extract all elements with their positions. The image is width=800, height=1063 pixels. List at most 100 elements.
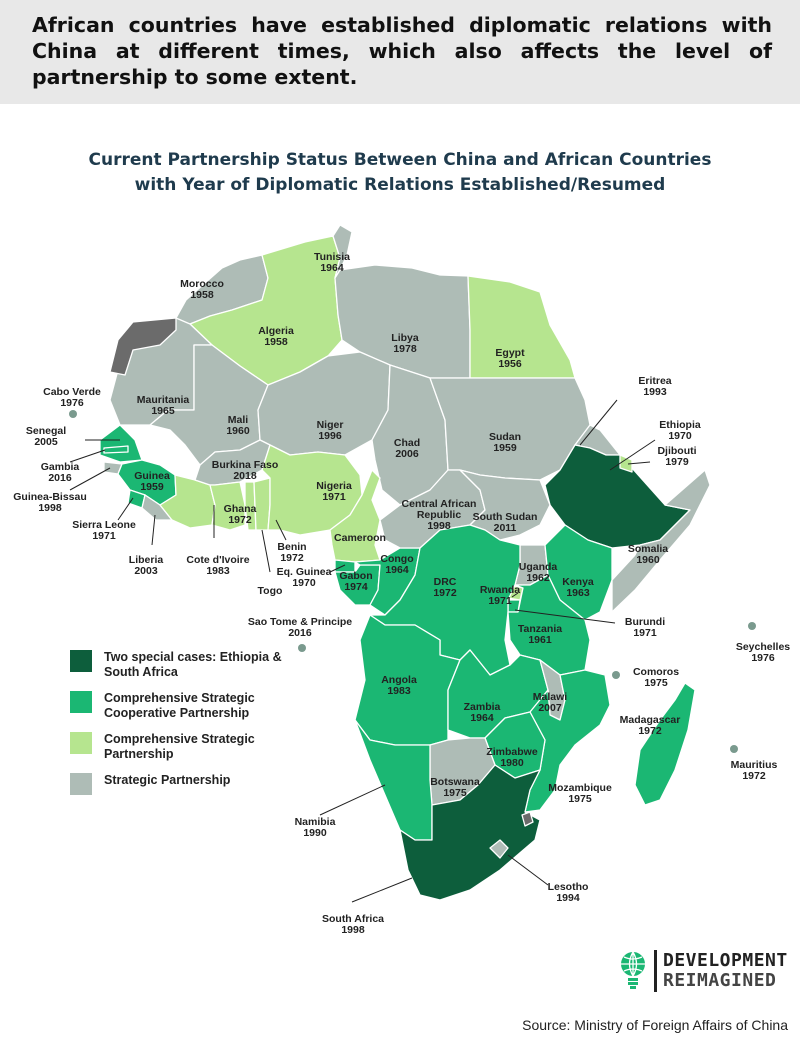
label-name: Congo — [380, 553, 413, 565]
label-name: Angola — [381, 674, 417, 686]
label-year: 1964 — [320, 262, 344, 274]
label-name: Ethiopia — [659, 419, 701, 431]
leader-line — [69, 449, 106, 463]
label-year: 1978 — [393, 343, 417, 355]
leader-line — [329, 564, 346, 573]
label-year: 1975 — [443, 787, 467, 799]
label-burkina-faso: Burkina Faso 2018 — [212, 459, 279, 482]
label-year: 1972 — [280, 552, 304, 564]
label-name-line: Central African — [402, 498, 477, 510]
map-title: Current Partnership Status Between China… — [0, 148, 800, 198]
label-year: 1971 — [322, 491, 346, 503]
label-south-sudan: South Sudan 2011 — [473, 511, 538, 534]
label-year: 1958 — [264, 336, 288, 348]
label-senegal: Senegal 2005 — [26, 425, 66, 448]
label-name: Zimbabwe — [486, 746, 538, 758]
label-year: 1958 — [190, 289, 214, 301]
label-angola: Angola 1983 — [381, 674, 417, 697]
globe-bulb-icon — [621, 951, 645, 989]
label-year: 1976 — [751, 652, 775, 664]
label-seychelles: Seychelles 1976 — [736, 641, 790, 664]
label-name: Senegal — [26, 425, 66, 437]
label-uganda: Uganda 1962 — [519, 561, 558, 584]
label-name: South Africa — [322, 913, 384, 925]
legend-item-comprehensive-strategic: Comprehensive Strategic Partnership — [70, 732, 294, 762]
label-tanzania: Tanzania 1961 — [518, 623, 562, 646]
label-madagascar: Madagascar 1972 — [620, 714, 681, 737]
source-note: Source: Ministry of Foreign Affairs of C… — [522, 1017, 788, 1033]
label-djibouti: Djibouti 1979 — [657, 445, 696, 468]
label-lesotho: Lesotho 1994 — [548, 881, 589, 904]
leader-line — [351, 877, 413, 903]
label-mozambique: Mozambique 1975 — [548, 782, 612, 805]
country-south-africa — [399, 764, 541, 901]
label-year: 1965 — [151, 405, 175, 417]
label-year: 1975 — [644, 677, 668, 689]
leader-line — [514, 609, 616, 624]
label-name: Nigeria — [316, 480, 352, 492]
country-lesotho — [489, 839, 509, 859]
label-name: Botswana — [430, 776, 480, 788]
label-central-african-republic: Central African Republic 1998 — [402, 498, 477, 532]
country-madagascar — [634, 682, 696, 806]
label-year: 1994 — [556, 892, 580, 904]
label-year: 2003 — [134, 565, 158, 577]
label-liberia: Liberia 2003 — [129, 554, 164, 577]
label-mauritius: Mauritius 1972 — [731, 759, 778, 782]
country-western-sahara — [109, 317, 177, 376]
leader-line — [275, 519, 287, 541]
legend-item-comprehensive-strategic-cooperative: Comprehensive Strategic Cooperative Part… — [70, 691, 294, 721]
label-year: 1975 — [568, 793, 592, 805]
country-sao-tome-principe-marker — [298, 644, 306, 652]
label-name: Malawi — [533, 691, 568, 703]
label-name: Benin — [277, 541, 306, 553]
label-name: Eq. Guinea — [277, 566, 332, 578]
leader-line — [507, 854, 549, 886]
label-name: Seychelles — [736, 641, 790, 653]
label-nigeria: Nigeria 1971 — [316, 480, 352, 503]
label-niger: Niger 1996 — [317, 419, 344, 442]
label-year: 1964 — [385, 564, 409, 576]
label-togo: Togo — [258, 585, 283, 597]
label-sao-tome-principe: Sao Tome & Principe 2016 — [248, 616, 352, 639]
label-drc: DRC 1972 — [433, 576, 457, 599]
label-name: Namibia — [295, 816, 336, 828]
label-name: Rwanda — [480, 584, 520, 596]
country-gambia — [103, 445, 129, 454]
label-name: Uganda — [519, 561, 558, 573]
label-year: 1961 — [528, 634, 552, 646]
label-name: Somalia — [628, 543, 668, 555]
logo-divider — [654, 950, 657, 992]
map-title-line-1: Current Partnership Status Between China… — [88, 150, 712, 170]
label-year: 1960 — [636, 554, 660, 566]
country-shapes — [69, 224, 756, 901]
country-cabo-verde-marker — [69, 410, 77, 418]
label-year: 1979 — [665, 456, 689, 468]
label-cote-d-ivoire: Cote d'Ivoire 1983 — [186, 554, 249, 577]
label-congo: Congo 1964 — [380, 553, 413, 576]
label-name: Zambia — [464, 701, 501, 713]
legend-swatch-strategic — [70, 773, 92, 795]
country-south-sudan — [459, 469, 551, 541]
header-banner: African countries have established diplo… — [0, 0, 800, 104]
logo-line-1: DEVELOPMENT — [663, 950, 788, 971]
label-year: 1959 — [140, 481, 164, 493]
label-kenya: Kenya 1963 — [562, 576, 594, 599]
label-mali: Mali 1960 — [226, 414, 250, 437]
leader-line — [579, 399, 618, 446]
label-year: 1960 — [226, 425, 250, 437]
label-malawi: Malawi 2007 — [533, 691, 568, 714]
label-mauritania: Mauritania 1965 — [137, 394, 190, 417]
legend-label-comprehensive-strategic-cooperative: Comprehensive Strategic Cooperative Part… — [104, 691, 255, 720]
label-ethiopia: Ethiopia 1970 — [659, 419, 701, 442]
country-senegal — [99, 424, 143, 463]
label-year: 1970 — [668, 430, 692, 442]
label-name: Guinea-Bissau — [13, 491, 87, 503]
label-tunisia: Tunisia 1964 — [314, 251, 350, 274]
label-year: 1972 — [433, 587, 457, 599]
label-guinea: Guinea 1959 — [134, 470, 170, 493]
leader-line — [69, 467, 111, 491]
legend-item-strategic: Strategic Partnership — [70, 773, 294, 795]
